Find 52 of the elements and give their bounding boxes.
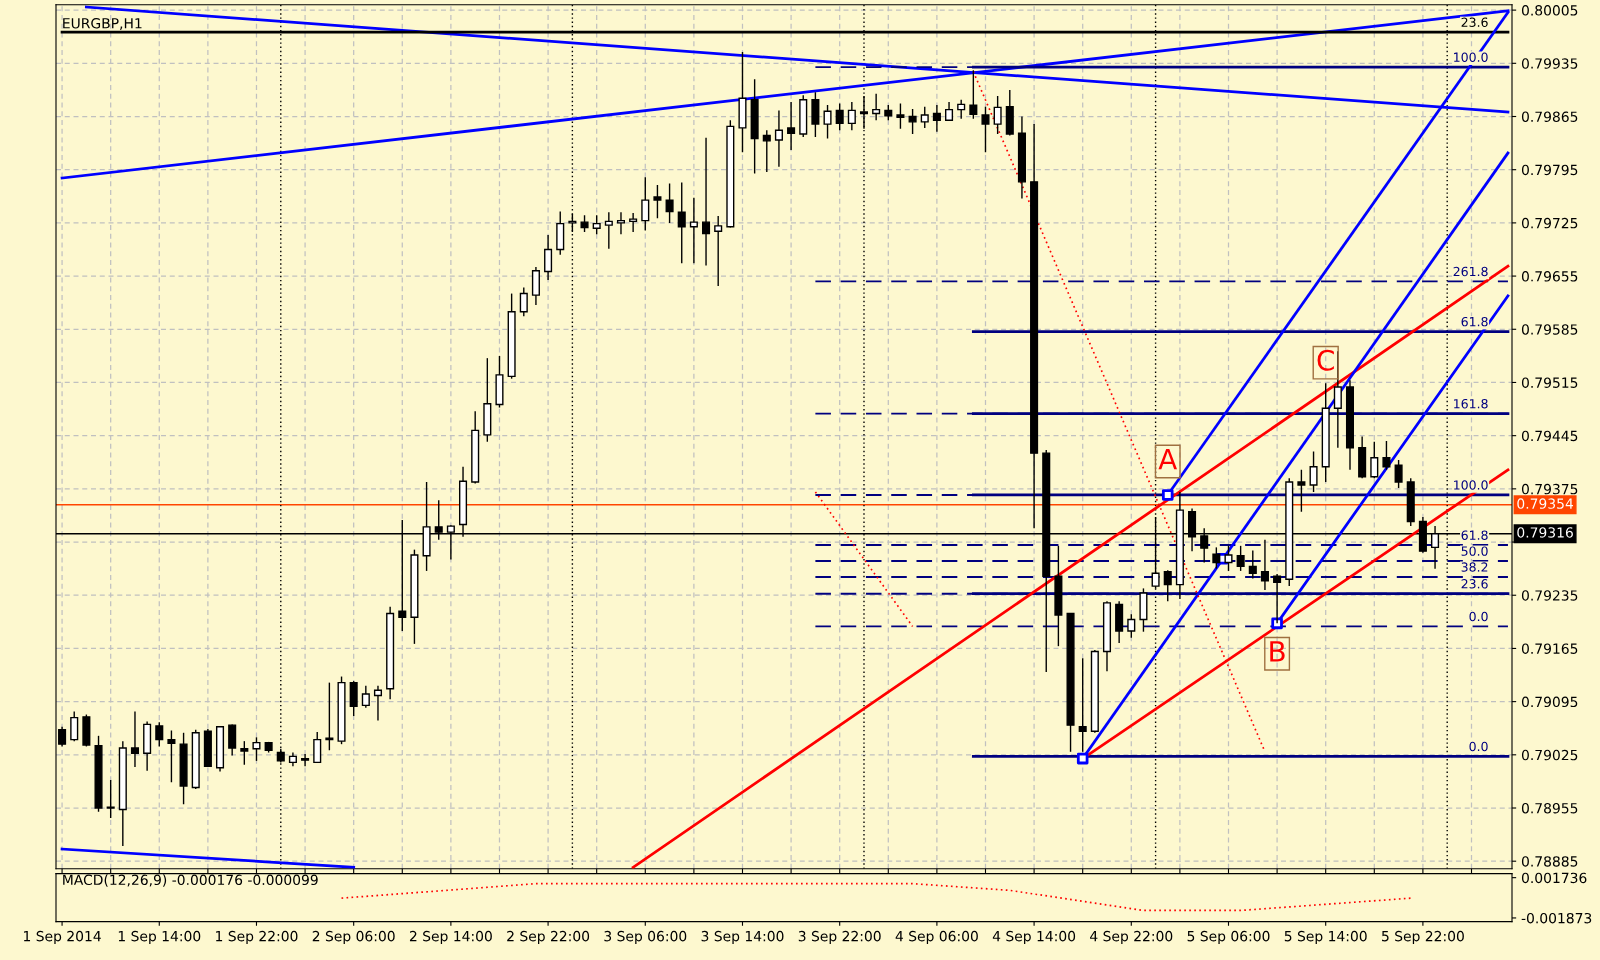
y-tick-label: 0.79515 (1521, 377, 1578, 388)
y-tick-label: 0.79725 (1521, 217, 1578, 229)
annotation: B (1270, 641, 1285, 662)
y-tick-label: 0.79655 (1521, 271, 1578, 282)
annotation: 61.8 (1461, 530, 1488, 540)
y-tick-label: 0.79935 (1521, 58, 1578, 69)
x-tick-label: 1 Sep 2014 (24, 930, 101, 945)
chart-title: MACD(12,26,9) -0.000176 -0.000099 (63, 874, 318, 887)
x-tick-label: 2 Sep 06:00 (312, 930, 395, 945)
annotation: 0.0 (1469, 741, 1488, 752)
y-tick-label: 0.001736 (1521, 872, 1587, 884)
ref-line-label: 0.79354 (1517, 498, 1574, 509)
annotation: C (1317, 349, 1334, 371)
annotation: 161.8 (1454, 398, 1488, 409)
y-tick-label: 0.79445 (1521, 430, 1578, 442)
y-tick-label: 0.78955 (1521, 802, 1578, 814)
annotation: 23.6 (1461, 17, 1488, 27)
annotation: 23.6 (1461, 579, 1488, 589)
annotation: 100.0 (1454, 52, 1488, 62)
y-tick-label: 0.79585 (1521, 324, 1578, 335)
x-tick-label: 1 Sep 14:00 (118, 930, 201, 945)
y-tick-label: -0.001873 (1521, 912, 1592, 924)
y-tick-label: 0.79795 (1521, 164, 1578, 176)
annotation: A (1158, 448, 1178, 470)
x-tick-label: 4 Sep 14:00 (992, 930, 1076, 945)
ref-line-label: 0.79316 (1517, 527, 1573, 538)
x-tick-label: 5 Sep 14:00 (1284, 930, 1367, 945)
x-tick-label: 5 Sep 06:00 (1187, 930, 1270, 945)
x-tick-label: 2 Sep 14:00 (409, 930, 492, 945)
annotation: 261.8 (1453, 266, 1488, 277)
x-tick-label: 3 Sep 14:00 (701, 930, 784, 945)
x-tick-label: 3 Sep 06:00 (604, 930, 687, 945)
y-tick-label: 0.79235 (1521, 590, 1578, 601)
annotation: 38.2 (1461, 562, 1488, 572)
y-tick-label: 0.79095 (1521, 696, 1578, 708)
y-tick-label: 0.80005 (1521, 5, 1578, 16)
x-tick-label: 5 Sep 22:00 (1382, 930, 1464, 945)
x-tick-label: 2 Sep 22:00 (507, 930, 590, 945)
annotation: 100.0 (1454, 480, 1488, 490)
x-tick-label: 4 Sep 22:00 (1090, 930, 1173, 945)
y-tick-label: 0.79375 (1521, 483, 1578, 495)
y-tick-label: 0.79025 (1521, 749, 1578, 761)
x-tick-label: 1 Sep 22:00 (216, 930, 298, 945)
x-tick-label: 4 Sep 06:00 (895, 930, 978, 945)
annotation: 61.8 (1461, 316, 1488, 327)
y-tick-label: 0.78885 (1521, 856, 1578, 867)
annotation: 0.0 (1469, 611, 1488, 622)
x-tick-label: 3 Sep 22:00 (798, 930, 881, 945)
y-tick-label: 0.79865 (1521, 111, 1578, 122)
text: EURGBP,H1 (63, 18, 142, 30)
y-tick-label: 0.79165 (1521, 643, 1578, 654)
annotation: 50.0 (1461, 546, 1488, 556)
